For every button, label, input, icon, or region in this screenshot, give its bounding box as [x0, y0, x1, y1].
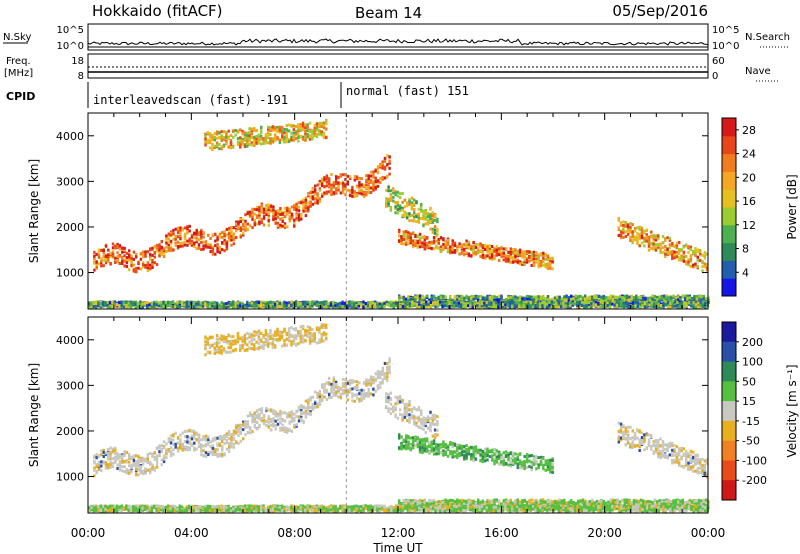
y-tick-label: 1000 [56, 471, 84, 484]
x-tick-label: 12:00 [381, 526, 416, 540]
colorbar: 4 8 12 16 20 24 28 Power [dB] [721, 117, 799, 297]
colorbar: 200 100 50 15 -15 -50 -100 -200 Velocity [m s⁻¹] [721, 321, 799, 501]
colorbar-tick-label: 28 [742, 124, 756, 137]
colorbar-frame [721, 321, 737, 501]
x-tick-label: 04:00 [174, 526, 209, 540]
velocity-panel: 1000 2000 3000 4000 Slant Range [km] 200 100 50… [27, 316, 799, 514]
time-axis-labels: 00:00 04:00 08:00 12:00 16:00 20:00 00:00 [71, 526, 726, 540]
noise-tick-high-left: 10^5 [57, 25, 84, 36]
noise-tick-low-left: 10^0 [57, 41, 84, 52]
noise-sky-line [87, 38, 709, 46]
colorbar-swatch [722, 224, 736, 244]
colorbar-swatch [722, 242, 736, 261]
y-tick-label: 4000 [56, 130, 84, 143]
noise-tick-high-right: 10^5 [712, 25, 739, 36]
colorbar-frame [721, 117, 737, 297]
colorbar-swatch [722, 460, 736, 481]
freq-label-1: Freq. [6, 56, 31, 67]
colorbar-swatch [722, 118, 736, 137]
plot-area [88, 317, 708, 513]
colorbar-tick-label: 50 [742, 375, 756, 388]
colorbar-tick-label: -15 [742, 415, 760, 428]
colorbar-tick-label: 4 [742, 266, 749, 279]
x-tick-label: 20:00 [587, 526, 622, 540]
y-tick-label: 3000 [56, 175, 84, 188]
colorbar-swatch [722, 341, 736, 363]
x-tick-label: 08:00 [277, 526, 312, 540]
beam-title: Beam 14 [355, 4, 422, 22]
nave-tick-high: 60 [712, 56, 725, 67]
colorbar-label: Power [dB] [785, 174, 799, 239]
colorbar-label: Velocity [m s⁻¹] [785, 364, 799, 457]
colorbar-swatch [722, 153, 736, 172]
colorbar-swatch [722, 189, 736, 208]
colorbar-swatch [722, 171, 736, 190]
y-tick-label: 3000 [56, 379, 84, 392]
colorbar-swatch [722, 440, 736, 461]
y-tick-label: 2000 [56, 221, 84, 234]
colorbar-tick-label: 12 [742, 219, 756, 232]
colorbar-tick-label: 200 [742, 336, 763, 349]
x-tick-label: 00:00 [691, 526, 726, 540]
colorbar-swatch [722, 480, 736, 501]
colorbar-swatch [722, 260, 736, 279]
colorbar-swatch [722, 401, 736, 422]
y-tick-label: 2000 [56, 425, 84, 438]
y-axis-title: Slant Range [km] [27, 159, 41, 263]
power-panel: 1000 2000 3000 4000 Slant Range [km] 4 8 12 16 20… [27, 112, 799, 310]
colorbar-swatch [722, 420, 736, 442]
cpid-label: CPID [6, 90, 35, 103]
colorbar-swatch [722, 322, 736, 343]
noise-panel-frame [87, 23, 709, 51]
x-tick-label: 16:00 [484, 526, 519, 540]
colorbar-swatch [722, 135, 736, 155]
colorbar-tick-label: 100 [742, 356, 763, 369]
x-axis-title: Time UT [372, 541, 423, 554]
freq-tick-high: 18 [71, 56, 84, 67]
echo-cells [88, 322, 710, 513]
colorbar-swatch [722, 381, 736, 402]
colorbar-tick-label: 16 [742, 195, 756, 208]
cpid-segment-2: normal (fast) 151 [346, 84, 469, 98]
colorbar-swatch [722, 361, 736, 382]
nave-tick-low: 0 [712, 71, 718, 82]
colorbar-tick-label: 8 [742, 243, 749, 256]
station-title: Hokkaido (fitACF) [92, 2, 223, 20]
colorbar-tick-label: 24 [742, 148, 756, 161]
nave-label: Nave [745, 66, 771, 77]
y-tick-label: 4000 [56, 334, 84, 347]
date-title: 05/Sep/2016 [612, 2, 708, 20]
freq-label-2: [MHz] [4, 68, 33, 79]
noise-tick-low-right: 10^0 [712, 41, 739, 52]
colorbar-swatch [722, 278, 736, 297]
colorbar-tick-label: -50 [742, 435, 760, 448]
colorbar-tick-label: 20 [742, 171, 756, 184]
cpid-segment-1: interleavedscan (fast) -191 [93, 93, 288, 107]
freq-panel-frame [87, 53, 709, 79]
noise-trace [87, 38, 709, 48]
y-tick-label: 1000 [56, 267, 84, 280]
colorbar-tick-label: -100 [742, 454, 767, 467]
nsearch-label: N.Search [745, 32, 790, 43]
nsky-label: N.Sky [3, 32, 31, 43]
echo-cells [88, 118, 710, 309]
x-tick-label: 00:00 [71, 526, 106, 540]
colorbar-swatch [722, 207, 736, 226]
colorbar-tick-label: -200 [742, 474, 767, 487]
y-axis-title: Slant Range [km] [27, 363, 41, 467]
colorbar-tick-label: 15 [742, 395, 756, 408]
freq-tick-low: 8 [78, 71, 84, 82]
